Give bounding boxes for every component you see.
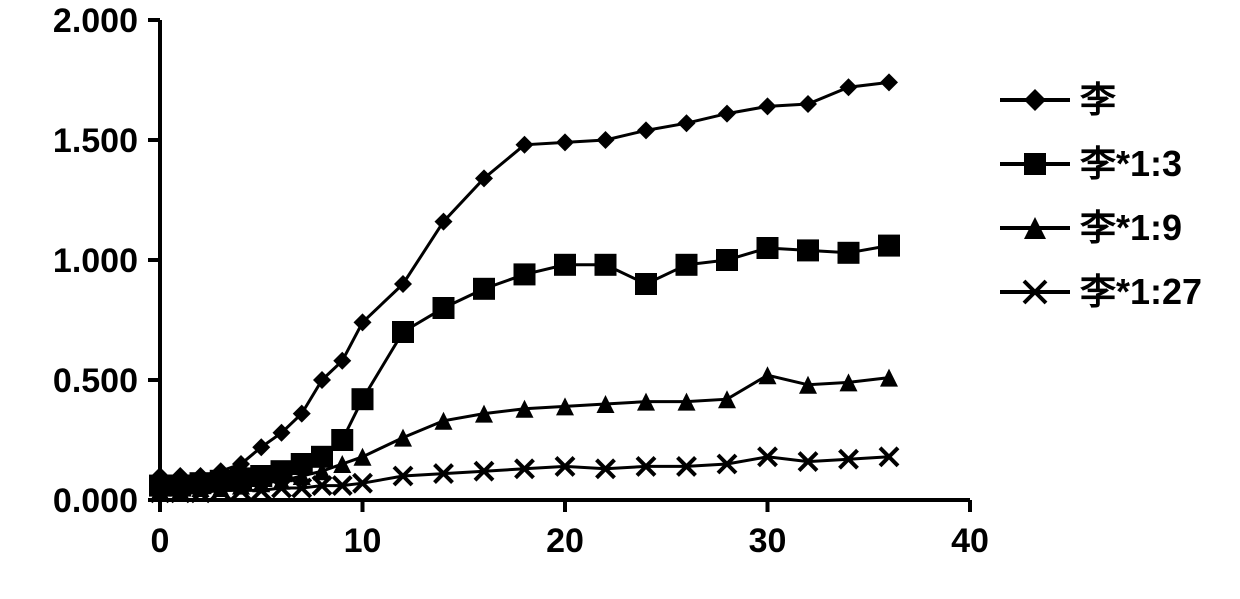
x-tick-label: 30 bbox=[749, 522, 787, 560]
chart-container: 0.000 0.500 1.000 1.500 2.000 0 10 20 30 40 李李*1:3… bbox=[0, 0, 1240, 599]
y-tick-label: 2.000 bbox=[53, 2, 138, 40]
legend-label: 李 bbox=[1080, 79, 1116, 120]
y-tick-label: 0.000 bbox=[53, 482, 138, 520]
x-tick-label: 40 bbox=[951, 522, 989, 560]
x-tick-label: 0 bbox=[151, 522, 170, 560]
legend-label: 李*1:3 bbox=[1080, 143, 1182, 184]
legend-label: 李*1:27 bbox=[1080, 271, 1202, 312]
x-tick-label: 10 bbox=[344, 522, 382, 560]
legend-label: 李*1:9 bbox=[1080, 207, 1182, 248]
y-tick-label: 0.500 bbox=[53, 362, 138, 400]
y-tick-label: 1.000 bbox=[53, 242, 138, 280]
y-tick-label: 1.500 bbox=[53, 122, 138, 160]
x-tick-label: 20 bbox=[546, 522, 584, 560]
line-chart: 0.000 0.500 1.000 1.500 2.000 0 10 20 30 40 李李*1:3… bbox=[0, 0, 1240, 599]
